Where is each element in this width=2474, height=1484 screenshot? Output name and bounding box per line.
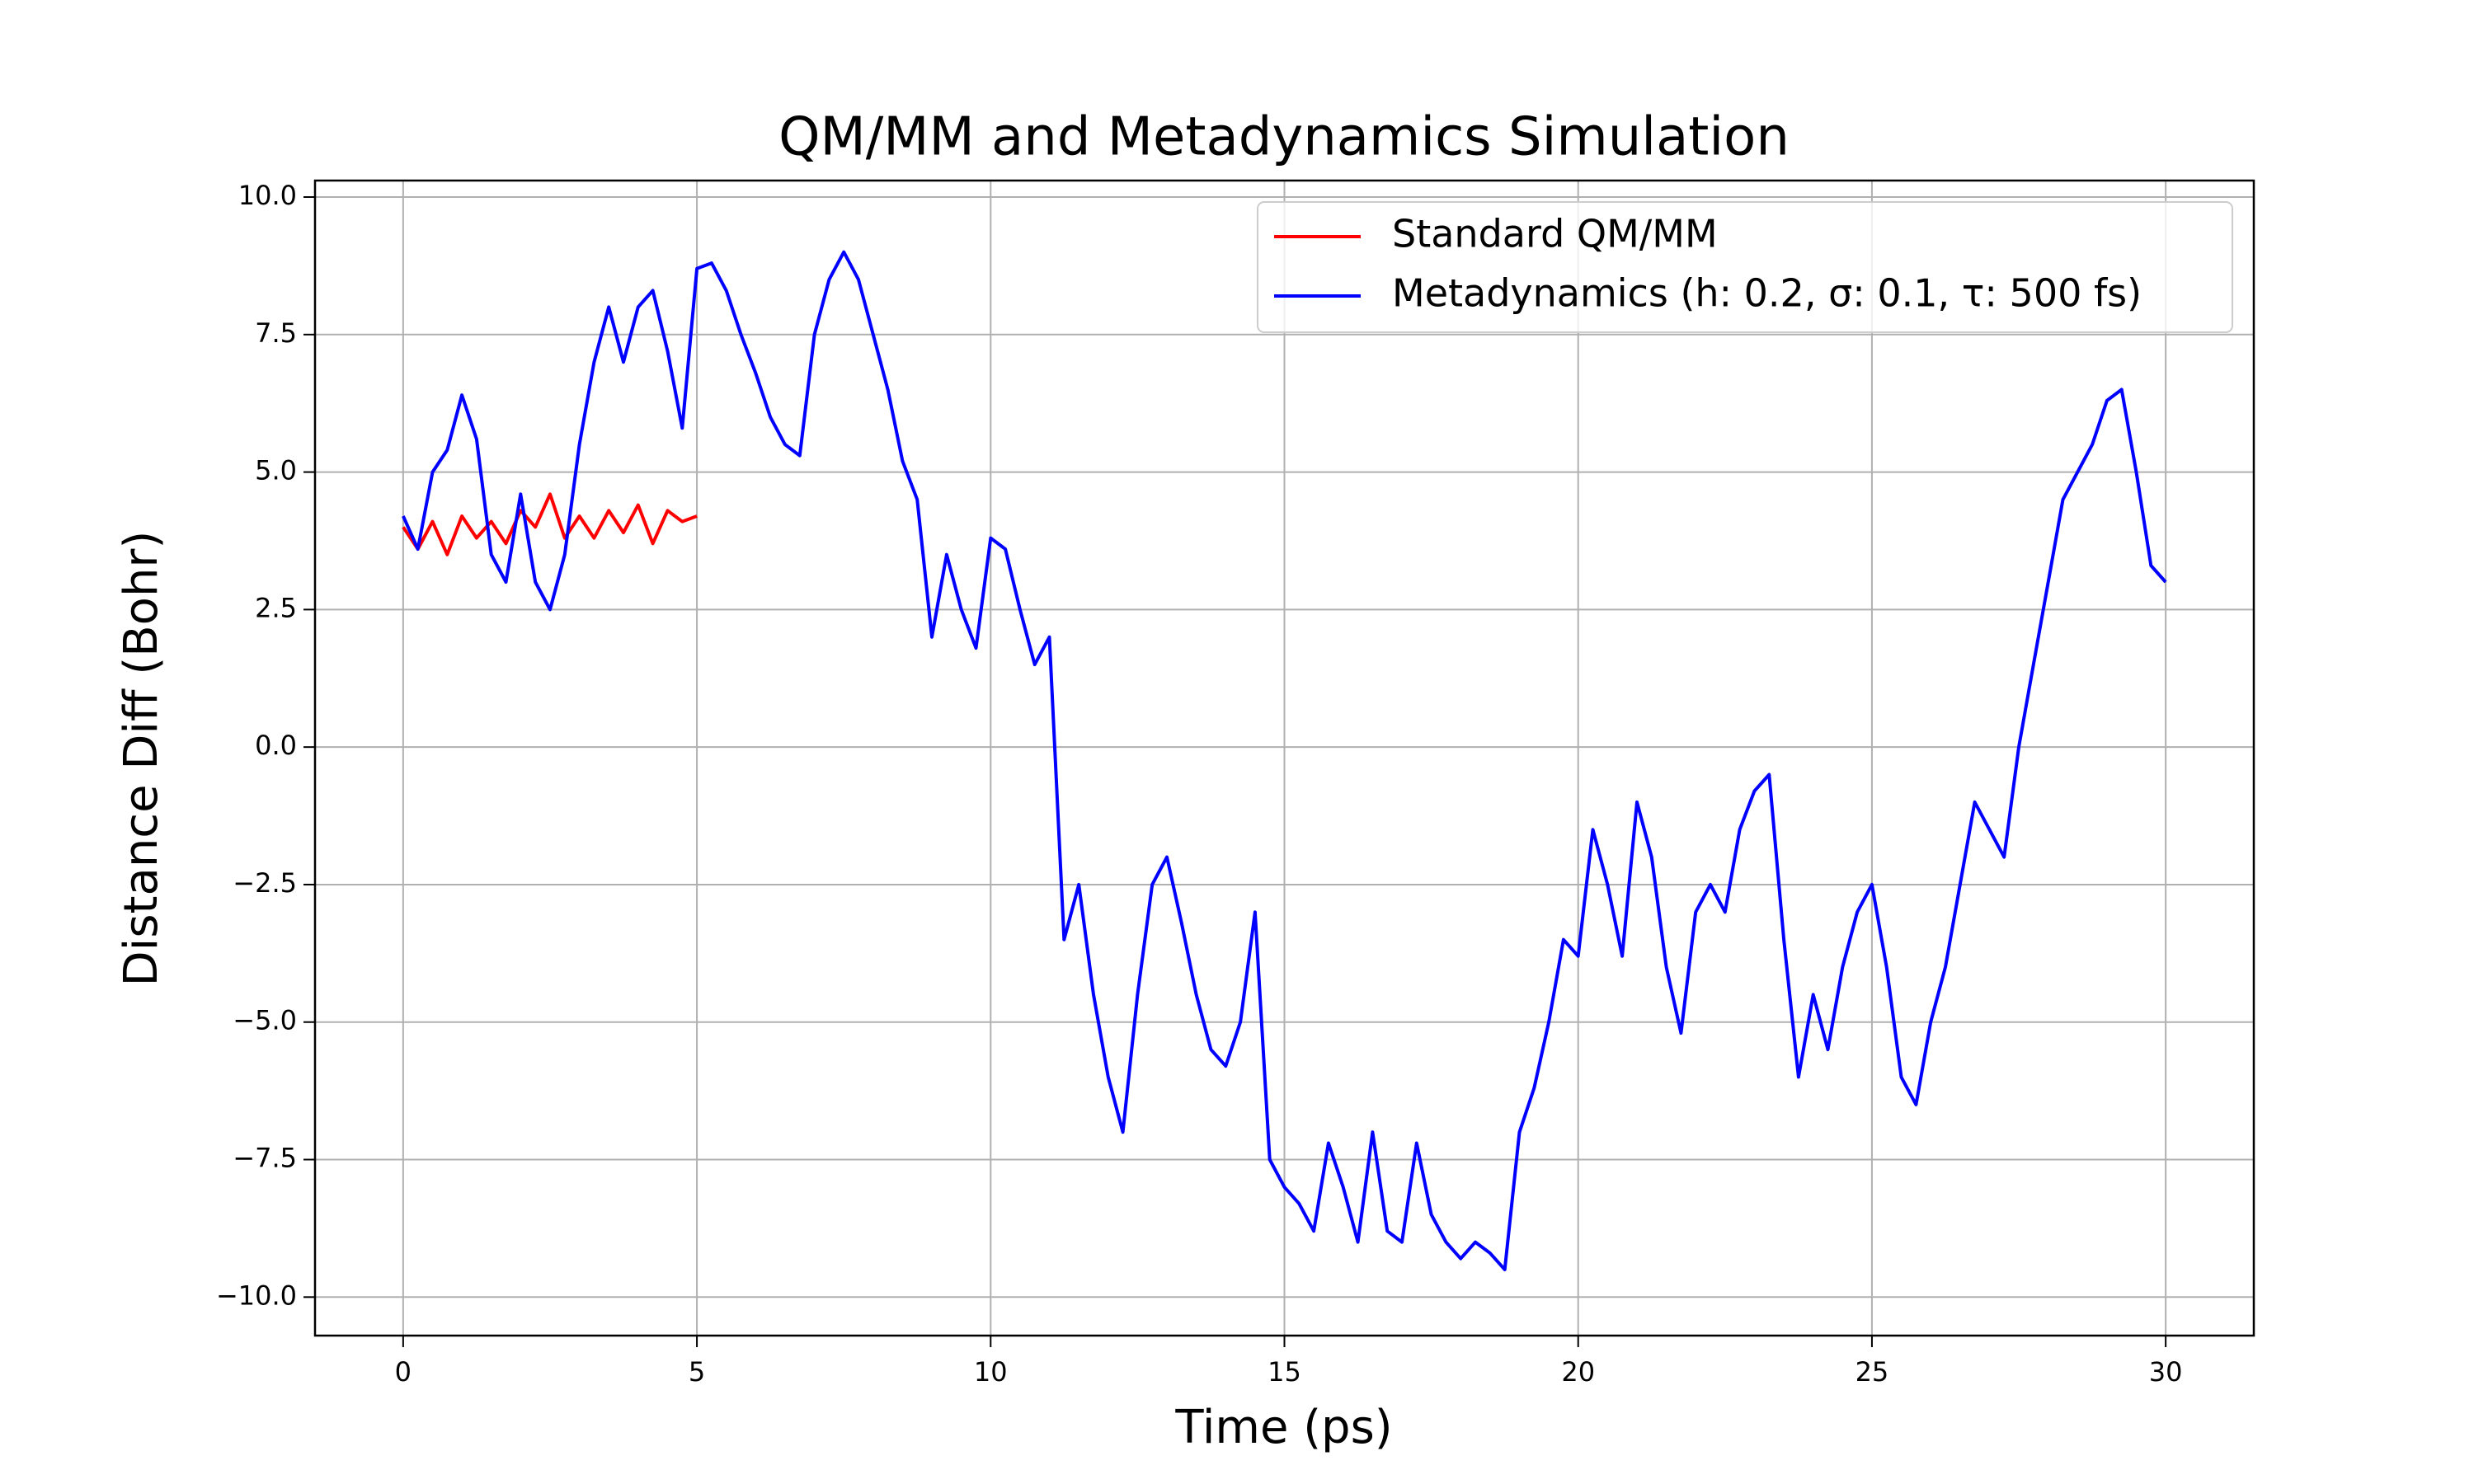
y-axis-label: Distance Diff (Bohr) (115, 531, 168, 987)
y-tick-label: −10.0 (216, 1280, 297, 1311)
legend-box (1257, 201, 2233, 333)
x-tick-label: 0 (395, 1356, 412, 1388)
line-series (402, 250, 2167, 1271)
chart-title: QM/MM and Metadynamics Simulation (778, 107, 1790, 168)
legend-label: Standard QM/MM (1392, 212, 1718, 256)
x-tick-label: 25 (1856, 1356, 1889, 1388)
y-tick-label: −2.5 (233, 867, 297, 899)
plot-frame (313, 179, 2255, 1337)
x-tick-label: 15 (1268, 1356, 1301, 1388)
y-tick-label: 0.0 (255, 730, 297, 761)
y-tick-label: 7.5 (255, 317, 297, 349)
x-tick-label: 20 (1561, 1356, 1595, 1388)
y-tick-label: −7.5 (233, 1143, 297, 1174)
legend-label: Metadynamics (h: 0.2, σ: 0.1, τ: 500 fs) (1392, 271, 2142, 316)
y-tick-label: 2.5 (255, 592, 297, 623)
y-tick-label: −5.0 (233, 1005, 297, 1036)
x-axis-label: Time (ps) (1174, 1401, 1392, 1454)
x-tick-label: 10 (974, 1356, 1008, 1388)
y-tick-label: 10.0 (238, 180, 297, 211)
y-tick-label: 5.0 (255, 455, 297, 486)
line-series (402, 492, 698, 556)
x-tick-label: 5 (689, 1356, 705, 1388)
x-tick-label: 30 (2149, 1356, 2183, 1388)
